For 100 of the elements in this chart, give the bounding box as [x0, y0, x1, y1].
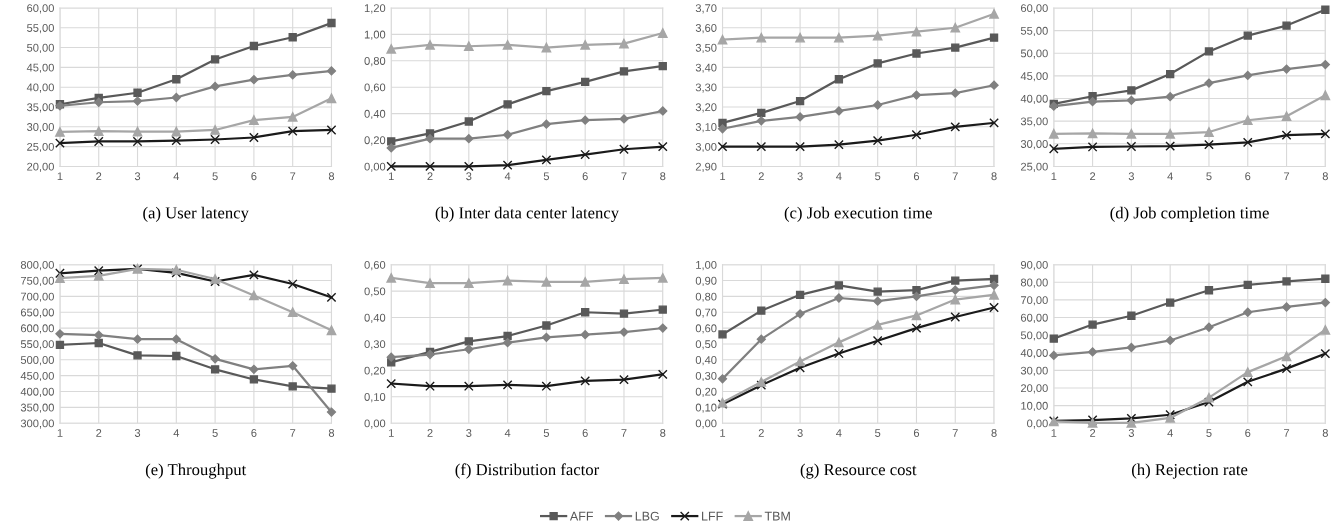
- x-tick-label: 3: [797, 172, 803, 181]
- y-tick-label: 1,00: [696, 260, 717, 271]
- y-tick-label: 650,00: [20, 308, 54, 318]
- x-tick-label: 7: [290, 172, 296, 181]
- text: (d) Job completion time: [1110, 206, 1269, 222]
- y-tick-label: 45,00: [26, 63, 54, 73]
- x-tick-label: 1: [720, 172, 726, 181]
- y-tick-label: 500,00: [20, 356, 54, 366]
- x-tick-label: 2: [758, 429, 764, 437]
- y-tick-label: 450,00: [20, 371, 54, 382]
- y-tick-label: 3,20: [695, 103, 717, 113]
- x-tick-label: 5: [875, 429, 881, 437]
- x-tick-label: 7: [1284, 172, 1290, 181]
- y-tick-label: 35,00: [1020, 117, 1048, 127]
- y-tick-label: 0,00: [364, 419, 386, 429]
- x-tick-label: 4: [1167, 429, 1173, 437]
- x-tick-label: 8: [991, 429, 997, 437]
- x-tick-label: 1: [1051, 172, 1057, 181]
- y-tick-label: 3,60: [695, 24, 717, 34]
- x-tick-label: 6: [251, 172, 257, 181]
- legend-label: LBG: [635, 511, 659, 521]
- y-tick-label: 20,00: [1021, 384, 1048, 394]
- y-tick-label: 35,00: [27, 103, 54, 113]
- x-tick-label: 7: [621, 172, 627, 181]
- x-tick-label: 5: [875, 172, 881, 181]
- x-tick-label: 2: [427, 429, 433, 437]
- x-tick-label: 4: [173, 429, 180, 437]
- x-tick-label: 2: [427, 172, 433, 181]
- y-tick-label: 55,00: [1020, 26, 1048, 37]
- y-tick-label: 70,00: [1021, 296, 1048, 306]
- y-tick-label: 400,00: [20, 387, 54, 397]
- x-tick-label: 2: [1090, 172, 1096, 181]
- x-tick-label: 2: [758, 172, 764, 181]
- y-tick-label: 3,10: [695, 123, 717, 133]
- y-tick-label: 60,00: [1021, 313, 1048, 323]
- y-tick-label: 2,90: [695, 162, 717, 172]
- y-tick-label: 10,00: [1021, 401, 1048, 412]
- legend-label: LFF: [702, 511, 723, 521]
- x-tick-label: 2: [96, 172, 102, 181]
- x-tick-label: 4: [836, 172, 842, 181]
- y-tick-label: 0,60: [364, 260, 386, 271]
- y-tick-label: 30,00: [1020, 366, 1048, 376]
- y-tick-label: 750,00: [20, 276, 54, 286]
- x-tick-label: 3: [1128, 172, 1134, 181]
- x-tick-label: 8: [1322, 172, 1328, 181]
- y-tick-label: 55,00: [27, 24, 54, 34]
- y-tick-label: 0,20: [364, 366, 386, 376]
- y-tick-label: 0,00: [695, 419, 717, 429]
- y-tick-label: 50,00: [1020, 49, 1048, 59]
- legend-label: TBM: [764, 511, 790, 521]
- x-tick-label: 6: [251, 429, 257, 437]
- y-tick-label: 0,00: [1027, 419, 1048, 429]
- text: (h) Rejection rate: [1131, 463, 1248, 479]
- text: (e) Throughput: [145, 463, 247, 479]
- y-tick-label: 30,00: [1020, 140, 1048, 150]
- x-tick-label: 3: [466, 429, 472, 437]
- text: (c) Job execution time: [784, 206, 932, 222]
- y-tick-label: 80,00: [1020, 278, 1048, 288]
- x-tick-label: 4: [1167, 172, 1173, 181]
- x-tick-label: 1: [720, 429, 726, 437]
- y-tick-label: 40,00: [1020, 94, 1048, 104]
- y-tick-label: 0,10: [695, 403, 717, 413]
- x-tick-label: 4: [173, 172, 180, 181]
- x-tick-label: 5: [1206, 429, 1212, 437]
- text: (g) Resource cost: [800, 463, 917, 479]
- y-tick-label: 0,40: [364, 109, 386, 120]
- y-tick-label: 0,50: [364, 287, 386, 297]
- y-tick-label: 0,90: [695, 276, 717, 286]
- y-tick-label: 800,00: [20, 260, 54, 271]
- y-tick-label: 30,00: [27, 123, 54, 133]
- y-tick-label: 3,00: [695, 142, 717, 153]
- x-tick-label: 3: [466, 172, 472, 181]
- x-tick-label: 3: [1128, 429, 1134, 437]
- x-tick-label: 1: [388, 172, 394, 181]
- y-tick-label: 0,30: [695, 371, 717, 382]
- x-tick-label: 8: [328, 172, 335, 181]
- x-tick-label: 2: [1090, 429, 1096, 437]
- x-tick-label: 1: [388, 429, 394, 437]
- y-tick-label: 700,00: [20, 292, 54, 302]
- x-tick-label: 7: [952, 172, 958, 181]
- y-tick-label: 0,70: [695, 308, 717, 318]
- y-tick-label: 0,00: [364, 162, 386, 172]
- y-tick-label: 50,00: [27, 43, 54, 54]
- y-tick-label: 3,70: [695, 4, 717, 14]
- y-tick-label: 40,00: [1020, 349, 1048, 359]
- x-tick-label: 3: [134, 172, 141, 181]
- text: (b) Inter data center latency: [435, 206, 619, 222]
- x-tick-label: 1: [57, 429, 63, 437]
- y-tick-label: 0,40: [364, 313, 386, 323]
- y-tick-label: 3,50: [695, 43, 717, 54]
- x-tick-label: 6: [913, 429, 920, 437]
- x-tick-label: 6: [582, 429, 588, 437]
- x-tick-label: 8: [991, 172, 997, 181]
- y-tick-label: 350,00: [20, 403, 54, 413]
- y-tick-label: 0,10: [364, 393, 386, 403]
- x-tick-label: 6: [1245, 172, 1251, 181]
- x-tick-label: 7: [290, 429, 296, 437]
- text: (a) User latency: [143, 206, 249, 222]
- y-tick-label: 0,60: [695, 324, 717, 334]
- y-tick-label: 1,20: [364, 4, 386, 14]
